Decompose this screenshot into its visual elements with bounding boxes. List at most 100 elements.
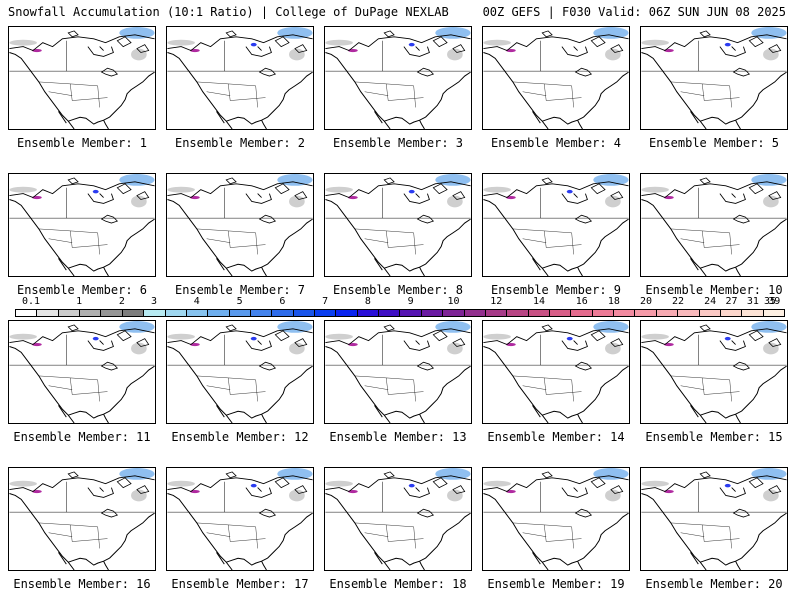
ensemble-member-map — [324, 320, 472, 424]
colorbar-swatch — [122, 310, 145, 316]
colorbar-swatch — [186, 310, 209, 316]
colorbar-tick-label: 3 — [151, 296, 158, 307]
ensemble-member-label: Ensemble Member: 14 — [487, 430, 625, 444]
colorbar-tick-label: 1 — [76, 296, 83, 307]
colorbar-swatch — [443, 310, 465, 316]
ensemble-member-label: Ensemble Member: 19 — [487, 577, 625, 591]
ensemble-member-map — [324, 26, 472, 130]
ensemble-member-map — [640, 467, 788, 571]
ensemble-member-label: Ensemble Member: 11 — [13, 430, 151, 444]
ensemble-member-map — [8, 467, 156, 571]
colorbar-tick-label: 31 — [746, 296, 759, 307]
colorbar-swatch — [507, 310, 529, 316]
colorbar-tick-label: 14 — [532, 296, 546, 307]
ensemble-member-label: Ensemble Member: 6 — [16, 283, 148, 297]
colorbar-swatch — [678, 310, 700, 316]
ensemble-member-map — [482, 26, 630, 130]
ensemble-member-label: Ensemble Member: 3 — [332, 136, 464, 150]
colorbar-tick-label: 7 — [322, 296, 329, 307]
ensemble-member-map — [482, 320, 630, 424]
ensemble-member-label: Ensemble Member: 8 — [332, 283, 464, 297]
ensemble-member-label: Ensemble Member: 4 — [490, 136, 622, 150]
ensemble-member-map — [640, 320, 788, 424]
colorbar-swatch — [742, 310, 764, 316]
colorbar-swatch — [208, 310, 230, 316]
ensemble-member-map — [8, 173, 156, 277]
colorbar-swatch — [656, 310, 679, 316]
ensemble-member-map — [482, 467, 630, 571]
colorbar-tick-label: 20 — [639, 296, 652, 307]
ensemble-member-label: Ensemble Member: 1 — [16, 136, 148, 150]
ensemble-member-map — [166, 173, 314, 277]
colorbar-swatch — [58, 310, 81, 316]
ensemble-member-label: Ensemble Member: 18 — [329, 577, 467, 591]
colorbar-tick-label: 35 — [763, 296, 777, 307]
ensemble-member-label: Ensemble Member: 9 — [490, 283, 622, 297]
colorbar-tick-label: 16 — [575, 296, 588, 307]
ensemble-member-map — [324, 467, 472, 571]
colorbar-swatch — [485, 310, 508, 316]
colorbar-tick-label: 9 — [407, 296, 414, 307]
colorbar-tick-label: 39 — [768, 296, 781, 307]
colorbar-swatch — [16, 310, 38, 316]
model-run-info: 00Z GEFS | F030 Valid: 06Z SUN JUN 08 20… — [482, 5, 786, 19]
colorbar-tick-label: 10 — [447, 296, 460, 307]
colorbar-tick-label: 8 — [364, 296, 371, 307]
colorbar-tick-label: 12 — [490, 296, 503, 307]
colorbar-swatch — [229, 310, 251, 316]
ensemble-member-label: Ensemble Member: 10 — [645, 283, 783, 297]
colorbar-swatch — [379, 310, 401, 316]
colorbar-swatch — [336, 310, 358, 316]
colorbar-tick-label: 6 — [279, 296, 286, 307]
ensemble-member-label: Ensemble Member: 20 — [645, 577, 783, 591]
colorbar-swatch — [250, 310, 273, 316]
ensemble-member-label: Ensemble Member: 17 — [171, 577, 309, 591]
colorbar-tick-label: 2 — [118, 296, 125, 307]
colorbar-tick-label: 0.1 — [21, 296, 41, 307]
ensemble-member-map — [166, 467, 314, 571]
ensemble-member-map — [166, 26, 314, 130]
ensemble-member-map — [8, 320, 156, 424]
ensemble-member-label: Ensemble Member: 12 — [171, 430, 309, 444]
colorbar-tick-label: 27 — [725, 296, 738, 307]
ensemble-member-map — [8, 26, 156, 130]
colorbar-swatch — [144, 310, 166, 316]
ensemble-member-map — [640, 26, 788, 130]
colorbar-tick-label: 24 — [704, 296, 717, 307]
colorbar-swatch — [614, 310, 636, 316]
colorbar-swatch — [528, 310, 550, 316]
colorbar-swatch — [421, 310, 444, 316]
ensemble-member-map — [324, 173, 472, 277]
ensemble-member-map — [640, 173, 788, 277]
colorbar-swatch — [101, 310, 123, 316]
colorbar-swatch — [165, 310, 187, 316]
colorbar-swatch — [464, 310, 486, 316]
colorbar-swatch — [592, 310, 615, 316]
colorbar-swatch — [635, 310, 657, 316]
colorbar-swatch — [571, 310, 593, 316]
colorbar-swatch — [272, 310, 294, 316]
colorbar-swatch — [37, 310, 59, 316]
colorbar-tick-label: 18 — [607, 296, 620, 307]
colorbar-tick-label: 22 — [672, 296, 685, 307]
ensemble-member-label: Ensemble Member: 16 — [13, 577, 151, 591]
colorbar-tick-label: 4 — [193, 296, 200, 307]
colorbar-swatch — [80, 310, 102, 316]
colorbar-swatch — [720, 310, 743, 316]
colorbar-tick-label: 5 — [236, 296, 243, 307]
map-title: Snowfall Accumulation (10:1 Ratio) | Col… — [8, 5, 449, 19]
colorbar-swatch — [357, 310, 380, 316]
snowfall-colorbar — [15, 309, 785, 317]
ensemble-member-map — [166, 320, 314, 424]
ensemble-member-label: Ensemble Member: 5 — [648, 136, 780, 150]
colorbar-swatch — [400, 310, 422, 316]
colorbar-swatch — [293, 310, 316, 316]
colorbar-swatch — [699, 310, 721, 316]
ensemble-member-label: Ensemble Member: 13 — [329, 430, 467, 444]
ensemble-member-label: Ensemble Member: 2 — [174, 136, 306, 150]
colorbar-swatch — [315, 310, 337, 316]
colorbar-swatch — [763, 310, 784, 316]
colorbar-swatch — [549, 310, 572, 316]
colorbar-labels: 0.1 1 2 3 4 5 6 7 8 9 10 12 14 16 18 20 22 24 27 31 35 39 — [15, 296, 785, 308]
ensemble-member-map — [482, 173, 630, 277]
